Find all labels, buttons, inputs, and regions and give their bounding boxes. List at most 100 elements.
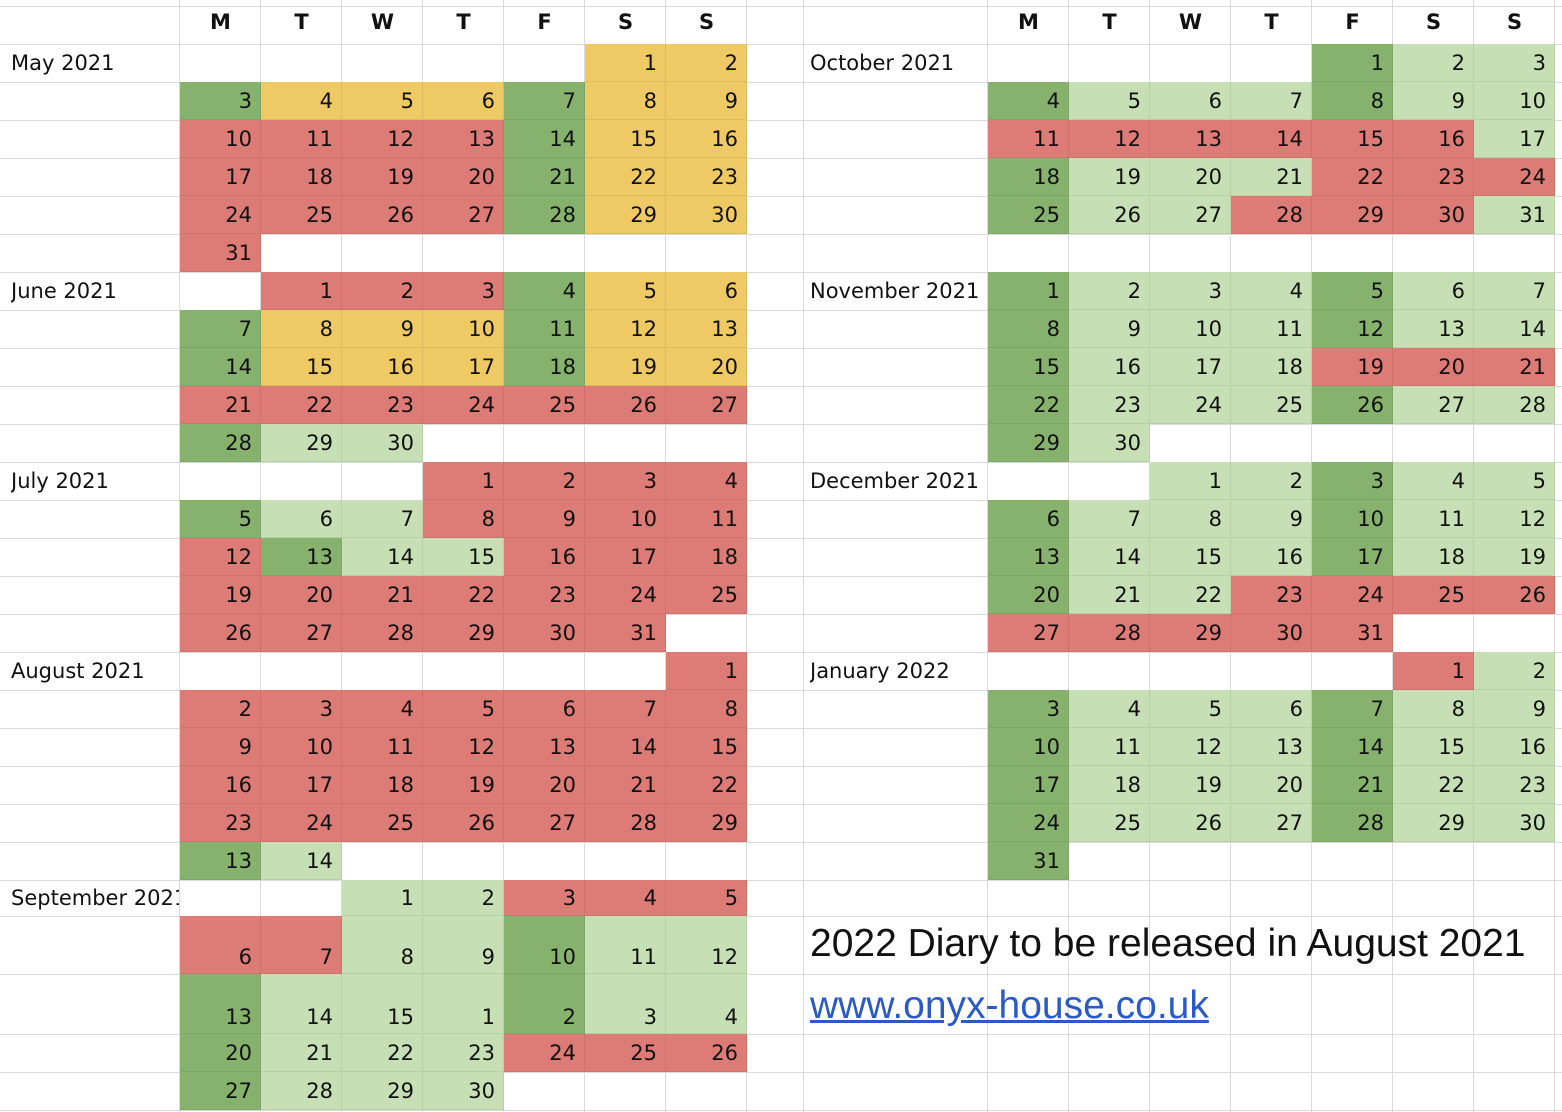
calendar-day-cell[interactable]: 30 <box>1231 614 1312 652</box>
calendar-day-cell[interactable]: 31 <box>988 842 1069 880</box>
calendar-day-cell[interactable]: 3 <box>1312 462 1393 500</box>
calendar-day-cell[interactable]: 7 <box>342 500 423 538</box>
calendar-day-cell[interactable]: 7 <box>1231 82 1312 120</box>
calendar-day-cell[interactable]: 30 <box>1393 196 1474 234</box>
calendar-day-cell[interactable]: 5 <box>1312 272 1393 310</box>
calendar-day-cell[interactable]: 23 <box>666 158 747 196</box>
calendar-day-cell[interactable]: 7 <box>1474 272 1555 310</box>
calendar-day-cell[interactable]: 23 <box>1393 158 1474 196</box>
calendar-day-cell[interactable]: 15 <box>1150 538 1231 576</box>
calendar-day-cell[interactable]: 16 <box>180 766 261 804</box>
calendar-day-cell[interactable]: 27 <box>261 614 342 652</box>
calendar-day-cell[interactable]: 1 <box>423 462 504 500</box>
calendar-day-cell[interactable]: 17 <box>180 158 261 196</box>
calendar-day-cell[interactable]: 23 <box>342 386 423 424</box>
calendar-day-cell[interactable]: 21 <box>585 766 666 804</box>
calendar-day-cell[interactable]: 9 <box>1393 82 1474 120</box>
calendar-day-cell[interactable]: 27 <box>1231 804 1312 842</box>
calendar-day-cell[interactable]: 11 <box>504 310 585 348</box>
calendar-day-cell[interactable]: 10 <box>180 120 261 158</box>
calendar-day-cell[interactable]: 27 <box>180 1072 261 1110</box>
calendar-day-cell[interactable]: 19 <box>1150 766 1231 804</box>
calendar-day-cell[interactable]: 3 <box>585 462 666 500</box>
calendar-day-cell[interactable]: 21 <box>504 158 585 196</box>
calendar-day-cell[interactable]: 25 <box>1069 804 1150 842</box>
calendar-day-cell[interactable]: 4 <box>342 690 423 728</box>
calendar-day-cell[interactable]: 13 <box>180 842 261 880</box>
calendar-day-cell[interactable]: 4 <box>1393 462 1474 500</box>
calendar-day-cell[interactable]: 28 <box>261 1072 342 1110</box>
calendar-day-cell[interactable]: 3 <box>988 690 1069 728</box>
calendar-day-cell[interactable]: 29 <box>261 424 342 462</box>
calendar-day-cell[interactable]: 12 <box>180 538 261 576</box>
calendar-day-cell[interactable]: 14 <box>342 538 423 576</box>
calendar-day-cell[interactable]: 12 <box>1474 500 1555 538</box>
calendar-day-cell[interactable]: 19 <box>1474 538 1555 576</box>
calendar-day-cell[interactable]: 20 <box>1393 348 1474 386</box>
calendar-day-cell[interactable]: 3 <box>423 272 504 310</box>
calendar-day-cell[interactable]: 21 <box>1474 348 1555 386</box>
calendar-day-cell[interactable]: 24 <box>180 196 261 234</box>
calendar-day-cell[interactable]: 1 <box>1312 44 1393 82</box>
calendar-day-cell[interactable]: 20 <box>988 576 1069 614</box>
calendar-day-cell[interactable]: 21 <box>1069 576 1150 614</box>
calendar-day-cell[interactable]: 13 <box>504 728 585 766</box>
calendar-day-cell[interactable]: 5 <box>1474 462 1555 500</box>
calendar-day-cell[interactable]: 29 <box>585 196 666 234</box>
calendar-day-cell[interactable]: 6 <box>1393 272 1474 310</box>
calendar-day-cell[interactable]: 28 <box>585 804 666 842</box>
calendar-day-cell[interactable]: 3 <box>1474 44 1555 82</box>
calendar-day-cell[interactable]: 14 <box>1069 538 1150 576</box>
calendar-day-cell[interactable]: 11 <box>1069 728 1150 766</box>
calendar-day-cell[interactable]: 24 <box>504 1034 585 1072</box>
calendar-day-cell[interactable]: 14 <box>1474 310 1555 348</box>
calendar-day-cell[interactable]: 1 <box>988 272 1069 310</box>
calendar-day-cell[interactable]: 23 <box>423 1034 504 1072</box>
calendar-day-cell[interactable]: 30 <box>1069 424 1150 462</box>
calendar-day-cell[interactable]: 7 <box>1069 500 1150 538</box>
calendar-day-cell[interactable]: 27 <box>666 386 747 424</box>
calendar-day-cell[interactable]: 26 <box>666 1034 747 1072</box>
calendar-day-cell[interactable]: 9 <box>180 728 261 766</box>
calendar-day-cell[interactable]: 9 <box>1474 690 1555 728</box>
calendar-day-cell[interactable]: 30 <box>342 424 423 462</box>
calendar-day-cell[interactable]: 18 <box>504 348 585 386</box>
calendar-day-cell[interactable]: 22 <box>585 158 666 196</box>
calendar-day-cell[interactable]: 4 <box>1231 272 1312 310</box>
calendar-day-cell[interactable]: 10 <box>988 728 1069 766</box>
calendar-day-cell[interactable]: 15 <box>666 728 747 766</box>
calendar-day-cell[interactable]: 16 <box>504 538 585 576</box>
calendar-day-cell[interactable]: 2 <box>423 880 504 916</box>
calendar-day-cell[interactable]: 5 <box>423 690 504 728</box>
calendar-day-cell[interactable]: 5 <box>1150 690 1231 728</box>
calendar-day-cell[interactable]: 12 <box>585 310 666 348</box>
calendar-day-cell[interactable]: 16 <box>666 120 747 158</box>
calendar-day-cell[interactable]: 3 <box>261 690 342 728</box>
calendar-day-cell[interactable]: 18 <box>261 158 342 196</box>
calendar-day-cell[interactable]: 6 <box>180 916 261 974</box>
calendar-day-cell[interactable]: 31 <box>585 614 666 652</box>
calendar-day-cell[interactable]: 17 <box>1312 538 1393 576</box>
calendar-day-cell[interactable]: 17 <box>423 348 504 386</box>
calendar-day-cell[interactable]: 7 <box>504 82 585 120</box>
calendar-day-cell[interactable]: 3 <box>180 82 261 120</box>
calendar-day-cell[interactable]: 8 <box>1150 500 1231 538</box>
calendar-day-cell[interactable]: 1 <box>666 652 747 690</box>
calendar-day-cell[interactable]: 19 <box>1312 348 1393 386</box>
website-link[interactable]: www.onyx-house.co.uk <box>810 984 1209 1027</box>
calendar-day-cell[interactable]: 25 <box>261 196 342 234</box>
calendar-day-cell[interactable]: 1 <box>585 44 666 82</box>
calendar-day-cell[interactable]: 16 <box>1231 538 1312 576</box>
calendar-day-cell[interactable]: 13 <box>180 974 261 1034</box>
calendar-day-cell[interactable]: 23 <box>180 804 261 842</box>
calendar-day-cell[interactable]: 6 <box>1231 690 1312 728</box>
calendar-day-cell[interactable]: 9 <box>423 916 504 974</box>
calendar-day-cell[interactable]: 14 <box>261 974 342 1034</box>
calendar-day-cell[interactable]: 8 <box>1393 690 1474 728</box>
calendar-day-cell[interactable]: 4 <box>261 82 342 120</box>
calendar-day-cell[interactable]: 29 <box>988 424 1069 462</box>
calendar-day-cell[interactable]: 19 <box>423 766 504 804</box>
calendar-day-cell[interactable]: 24 <box>585 576 666 614</box>
calendar-day-cell[interactable]: 22 <box>342 1034 423 1072</box>
calendar-day-cell[interactable]: 31 <box>1312 614 1393 652</box>
